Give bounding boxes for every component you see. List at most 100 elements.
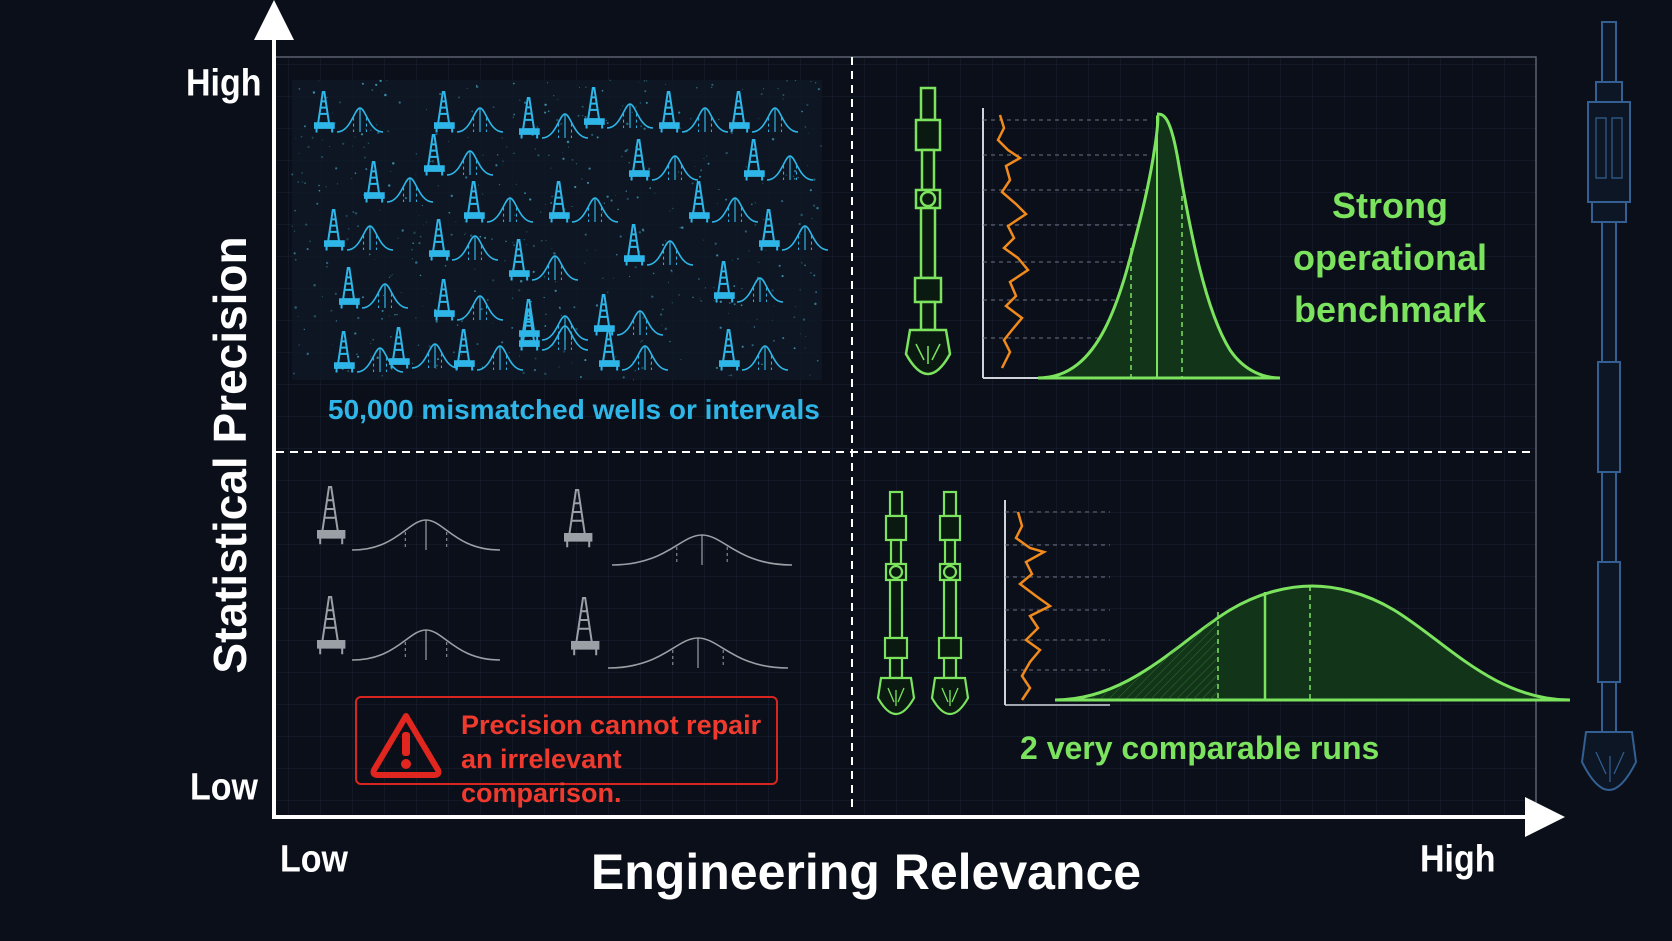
star-dot xyxy=(428,345,431,348)
star-dot xyxy=(291,173,294,176)
star-dot xyxy=(751,203,753,206)
star-dot xyxy=(756,318,758,320)
star-dot xyxy=(671,271,673,273)
star-dot xyxy=(471,110,474,113)
star-dot xyxy=(567,146,569,148)
star-dot xyxy=(404,197,408,200)
star-dot xyxy=(293,372,295,375)
star-dot xyxy=(605,119,608,122)
star-dot xyxy=(809,374,811,376)
star-dot xyxy=(773,340,775,342)
star-dot xyxy=(622,376,625,379)
star-dot xyxy=(354,332,357,335)
star-dot xyxy=(435,132,438,136)
star-dot xyxy=(586,249,588,251)
star-dot xyxy=(800,213,803,217)
star-dot xyxy=(561,151,563,153)
cyan-rig-icon xyxy=(434,91,455,133)
star-dot xyxy=(479,235,482,238)
star-dot xyxy=(435,364,439,367)
star-dot xyxy=(505,240,507,243)
star-dot xyxy=(644,90,647,93)
star-dot xyxy=(392,162,395,165)
star-dot xyxy=(716,254,719,257)
star-dot xyxy=(634,369,637,372)
cyan-rig-icon xyxy=(744,139,765,181)
star-dot xyxy=(401,229,404,232)
star-dot xyxy=(606,291,609,294)
star-dot xyxy=(463,233,465,235)
star-dot xyxy=(619,122,621,124)
grey-flat-curve xyxy=(607,637,789,669)
cyan-bell-curve xyxy=(361,283,409,309)
star-dot xyxy=(362,296,364,299)
star-dot xyxy=(799,289,801,291)
star-dot xyxy=(551,195,553,198)
star-dot xyxy=(543,296,545,299)
star-dot xyxy=(758,261,760,263)
mismatched-wells-caption: 50,000 mismatched wells or intervals xyxy=(328,394,820,425)
star-dot xyxy=(616,253,618,256)
star-dot xyxy=(817,87,821,91)
cyan-rig-icon xyxy=(549,181,570,223)
grey-rig-icon xyxy=(570,596,600,656)
cyan-bell-curve xyxy=(621,345,669,371)
star-dot xyxy=(348,228,350,230)
star-dot xyxy=(370,356,372,357)
star-dot xyxy=(346,238,349,241)
star-dot xyxy=(298,153,300,155)
cyan-rig-icon xyxy=(429,219,450,261)
star-dot xyxy=(806,165,808,167)
star-dot xyxy=(806,103,809,107)
star-dot xyxy=(588,167,591,170)
star-dot xyxy=(412,242,415,245)
star-dot xyxy=(515,183,517,185)
star-dot xyxy=(381,317,384,320)
star-dot xyxy=(461,320,463,322)
star-dot xyxy=(415,153,418,155)
star-dot xyxy=(363,156,366,159)
star-dot xyxy=(345,214,348,218)
star-dot xyxy=(482,193,484,195)
cyan-rig-icon xyxy=(314,91,335,133)
star-dot xyxy=(793,316,796,319)
star-dot xyxy=(523,239,525,241)
star-dot xyxy=(316,202,319,205)
cyan-rig-icon xyxy=(339,267,360,309)
star-dot xyxy=(601,277,604,280)
star-dot xyxy=(295,137,297,139)
cyan-rig-icon xyxy=(689,181,710,223)
star-dot xyxy=(638,231,642,234)
star-dot xyxy=(754,202,756,204)
star-dot xyxy=(382,294,385,297)
star-dot xyxy=(480,307,483,311)
star-dot xyxy=(799,333,801,335)
star-dot xyxy=(417,344,420,347)
star-dot xyxy=(760,93,763,96)
star-dot xyxy=(532,270,535,273)
star-dot xyxy=(435,320,438,323)
star-dot xyxy=(394,313,396,316)
star-dot xyxy=(595,304,599,307)
star-dot xyxy=(448,211,451,214)
star-dot xyxy=(793,347,796,350)
star-dot xyxy=(741,345,744,348)
star-dot xyxy=(619,109,621,111)
star-dot xyxy=(643,127,646,130)
star-dot xyxy=(713,287,715,289)
star-dot xyxy=(669,340,671,343)
star-dot xyxy=(678,293,681,296)
star-dot xyxy=(294,258,297,261)
star-dot xyxy=(391,273,394,276)
star-dot xyxy=(754,223,757,226)
star-dot xyxy=(545,313,547,316)
star-dot xyxy=(508,351,510,354)
star-dot xyxy=(512,82,515,85)
star-dot xyxy=(502,164,504,166)
cyan-rig-icon xyxy=(759,209,780,251)
star-dot xyxy=(809,189,812,192)
cyan-rig-icon xyxy=(464,181,485,223)
star-dot xyxy=(621,155,623,158)
cyan-rig-icon xyxy=(659,91,680,133)
